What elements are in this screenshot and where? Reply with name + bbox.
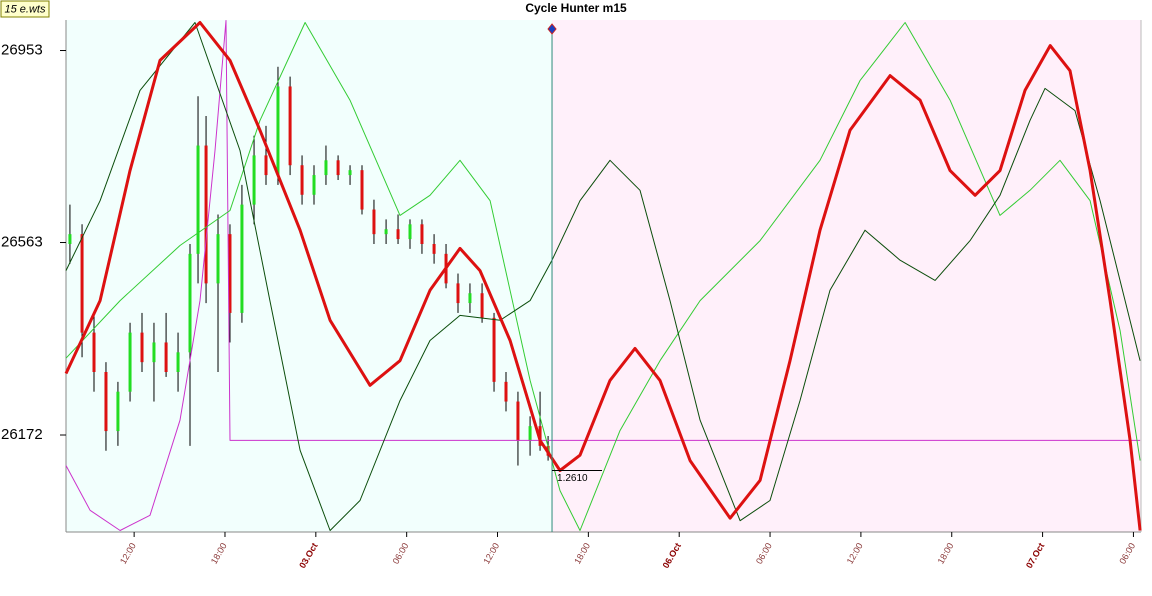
candle-body	[480, 293, 484, 318]
candle-body	[468, 293, 472, 304]
candle-body	[456, 283, 460, 304]
cycle-line	[65, 22, 1141, 531]
candle-body	[240, 204, 244, 313]
candle-body	[68, 234, 72, 244]
candle-body	[408, 224, 412, 240]
badge-box	[0, 0, 50, 18]
candle-body	[288, 86, 292, 166]
candle-body	[228, 234, 232, 313]
candle-body	[104, 372, 108, 432]
candle-body	[432, 244, 436, 254]
candle-body	[324, 160, 328, 176]
candle-body	[300, 165, 304, 195]
candle-body	[128, 332, 132, 392]
y-tick-label: 26172	[1, 426, 43, 443]
now-marker	[547, 23, 557, 35]
candle-body	[396, 229, 400, 240]
candle-body	[252, 155, 256, 205]
cycle-line	[65, 20, 1141, 531]
marks: 1.2610	[64, 20, 1142, 532]
cycle-line	[64, 21, 1142, 531]
badge: 15 e.wts	[5, 3, 46, 15]
candle-body	[420, 224, 424, 244]
candle-body	[92, 332, 96, 372]
candle-body	[140, 332, 144, 363]
y-tick-label: 26953	[1, 41, 43, 58]
candle-body	[516, 401, 520, 441]
candle-body	[348, 170, 352, 176]
candle-body	[384, 229, 388, 235]
candle-body	[204, 145, 208, 284]
candle-body	[312, 175, 316, 195]
candle-body	[216, 234, 220, 284]
candle-body	[196, 145, 200, 254]
candle-body	[360, 170, 364, 210]
candle-body	[164, 342, 168, 372]
candle-body	[372, 209, 376, 235]
candle-body	[528, 426, 532, 441]
chart-title: Cycle Hunter m15	[525, 1, 627, 15]
candle-body	[80, 234, 84, 333]
candle-body	[176, 352, 180, 372]
candle-body	[336, 160, 340, 176]
cycle-line	[65, 22, 1141, 531]
candle-body	[116, 391, 120, 432]
candle-body	[492, 317, 496, 382]
candle-body	[276, 86, 280, 176]
plot-background	[65, 20, 1142, 533]
annotation: 1.2610	[557, 473, 588, 484]
candle-body	[264, 155, 268, 176]
candle-body	[188, 253, 192, 353]
candle-body	[152, 342, 156, 363]
past-region	[66, 20, 553, 532]
candle-body	[504, 381, 508, 402]
future-region	[552, 20, 1141, 532]
y-tick-label: 26563	[1, 233, 43, 250]
